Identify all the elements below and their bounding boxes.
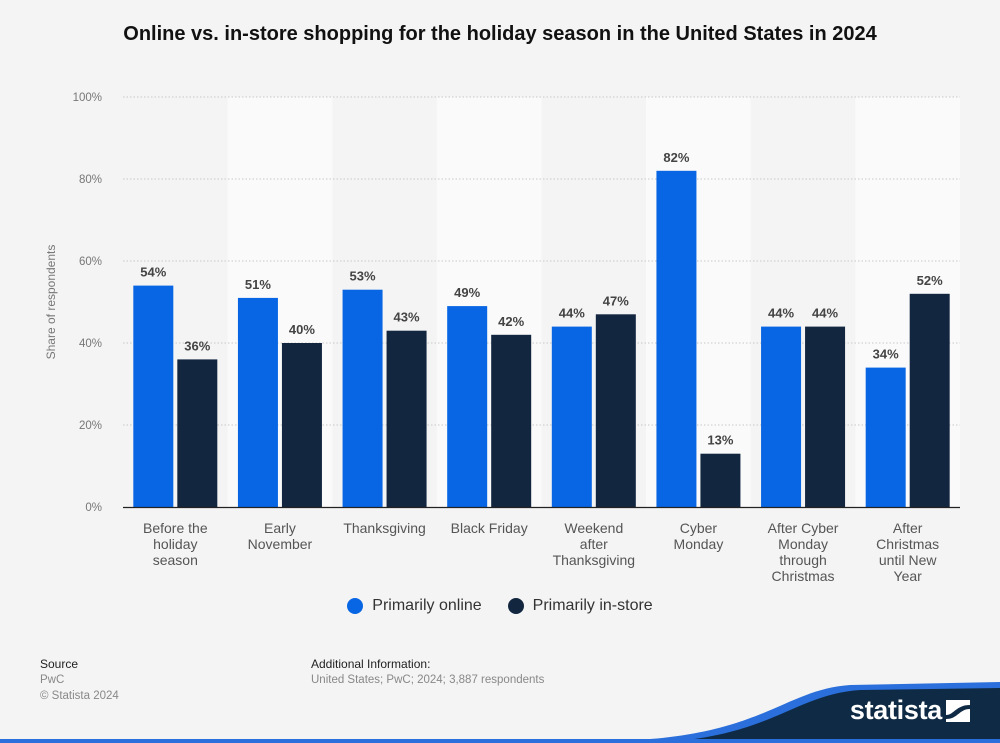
additional-info-title: Additional Information:: [311, 657, 431, 671]
y-tick-label: 20%: [79, 420, 102, 432]
x-tick-label: Black Friday: [451, 520, 528, 536]
legend-dot-online-icon: [347, 598, 364, 614]
legend-label-instore: Primarily in-store: [532, 597, 653, 614]
bar-online[interactable]: [761, 326, 802, 507]
x-tick-label: Cyber Monday: [674, 520, 724, 552]
source-block: Source PwC © Statista 2024: [40, 656, 119, 704]
legend-item-online[interactable]: Primarily online: [347, 597, 482, 615]
footer-bottom-line: [0, 739, 1000, 743]
data-labels: 54% 36% 51% 40% 53% 43% 49% 42% 44% 47% 82% 13% 44% 4…: [140, 150, 943, 448]
source-name[interactable]: PwC: [40, 674, 65, 686]
legend: Primarily online Primarily in-store: [0, 597, 1000, 615]
y-tick-label: 0%: [85, 502, 102, 514]
bar-online[interactable]: [447, 306, 488, 507]
bar-instore[interactable]: [805, 326, 846, 507]
legend-label-online: Primarily online: [372, 597, 482, 614]
data-label: 49%: [454, 285, 480, 300]
y-tick-label: 100%: [73, 92, 102, 104]
data-label: 52%: [917, 273, 943, 288]
x-tick-label: Weekend after Thanksgiving: [553, 520, 636, 568]
bar-instore[interactable]: [595, 314, 636, 507]
data-label: 54%: [140, 265, 166, 280]
legend-item-instore[interactable]: Primarily in-store: [507, 597, 653, 615]
data-label: 34%: [873, 347, 899, 362]
data-label: 82%: [663, 150, 689, 165]
source-title: Source: [40, 657, 79, 671]
bar-online[interactable]: [551, 326, 592, 507]
bar-online[interactable]: [133, 285, 174, 507]
data-label: 40%: [289, 322, 315, 337]
x-tick-label: Early November: [248, 520, 313, 552]
data-label: 44%: [812, 306, 838, 321]
data-label: 51%: [245, 277, 271, 292]
additional-info-text: United States; PwC; 2024; 3,887 responde…: [311, 674, 545, 686]
y-tick-label: 60%: [79, 256, 102, 268]
data-label: 44%: [768, 306, 794, 321]
y-tick-label: 80%: [79, 174, 102, 186]
x-axis-ticks: Before the holiday season Early November Than…: [143, 520, 939, 584]
bar-instore[interactable]: [386, 330, 427, 507]
bar-online[interactable]: [237, 297, 278, 507]
bar-instore[interactable]: [177, 359, 218, 507]
bar-instore[interactable]: [700, 453, 741, 507]
data-label: 53%: [350, 269, 376, 284]
data-label: 42%: [498, 314, 524, 329]
legend-dot-instore-icon: [507, 598, 524, 614]
copyright: © Statista 2024: [40, 690, 119, 702]
statista-logo-text[interactable]: statista: [849, 695, 942, 725]
data-label: 43%: [394, 310, 420, 325]
chart-title: Online vs. in-store shopping for the hol…: [123, 23, 877, 45]
bar-instore[interactable]: [491, 334, 532, 507]
bar-instore[interactable]: [281, 343, 322, 507]
data-label: 36%: [184, 338, 210, 353]
x-tick-label: After Cyber Monday through Christmas: [768, 520, 839, 584]
bar-online[interactable]: [865, 367, 906, 507]
category-bands: [227, 97, 960, 507]
y-tick-label: 40%: [79, 338, 102, 350]
bar-online[interactable]: [342, 289, 383, 507]
data-label: 13%: [707, 433, 733, 448]
data-label: 44%: [559, 306, 585, 321]
data-label: 47%: [603, 293, 629, 308]
y-axis-label: Share of respondents: [44, 245, 58, 360]
x-tick-label: After Christmas until New Year: [876, 520, 939, 584]
statista-logo-icon[interactable]: [946, 700, 970, 722]
x-tick-label: Before the holiday season: [143, 520, 208, 568]
footer-dark-wave: [640, 688, 1000, 743]
x-tick-label: Thanksgiving: [343, 520, 426, 536]
additional-info-block: Additional Information: United States; P…: [311, 656, 544, 688]
bar-online[interactable]: [656, 170, 697, 508]
y-axis-ticks: 0% 20% 40% 60% 80% 100%: [73, 92, 102, 514]
bars: [133, 170, 950, 508]
bar-instore[interactable]: [909, 293, 950, 507]
